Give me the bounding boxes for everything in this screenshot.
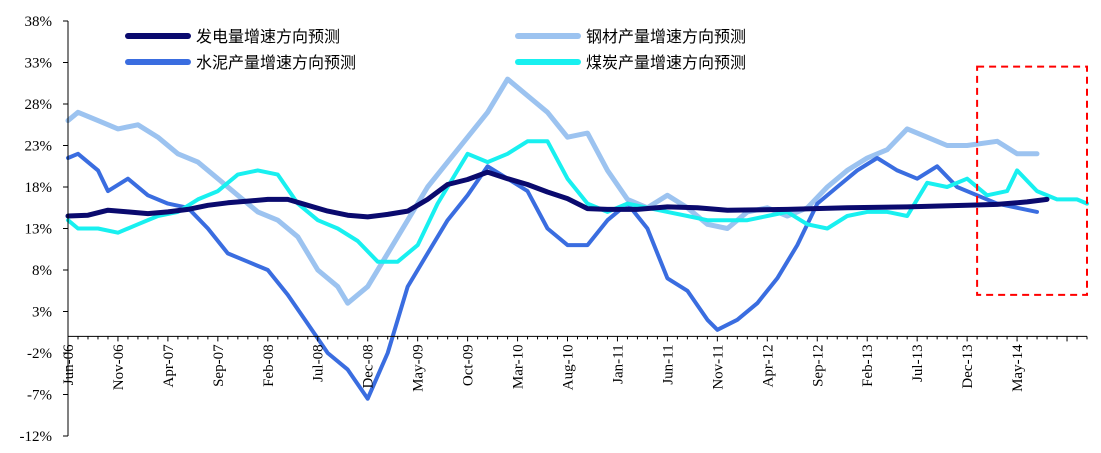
x-tick-label: Jun-11 [660,344,676,384]
y-tick-label: -12% [20,429,53,445]
y-tick-label: 33% [25,56,53,72]
series-line-2 [66,151,1039,401]
x-tick-label: Sep-07 [211,344,227,387]
legend-label: 水泥产量增速方向预测 [196,53,356,72]
y-tick-label: -2% [27,346,52,362]
x-tick-label: May-09 [411,344,427,392]
x-tick-label: Apr-12 [760,344,776,387]
x-tick-label: Sep-12 [810,344,826,387]
x-tick-label: Apr-07 [161,344,177,388]
x-tick-label: Jun-06 [61,344,77,385]
legend-label: 发电量增速方向预测 [196,27,340,46]
y-tick-label: 3% [32,305,52,321]
series-line-0 [65,169,1050,220]
highlight-box [976,65,1089,296]
x-tick-label: Oct-09 [461,344,477,386]
x-tick-label: Mar-10 [511,344,527,389]
legend-label: 钢材产量增速方向预测 [586,27,746,46]
y-tick-label: 38% [25,14,53,30]
y-tick-label: 8% [32,263,52,279]
x-tick-label: Jul-13 [910,344,926,382]
x-tick-label: Jul-08 [311,344,327,382]
y-tick-label: 18% [25,180,53,196]
series-line-1 [65,76,1040,306]
legend-item-0: 发电量增速方向预测 [125,27,340,46]
x-tick-label: Aug-10 [561,344,577,390]
x-tick-label: Feb-08 [261,344,277,387]
series-layer [65,76,1089,401]
y-tick-label: -7% [27,388,52,404]
y-tick-label: 23% [25,139,53,155]
x-tick-label: Dec-13 [960,344,976,388]
legend-item-1: 钢材产量增速方向预测 [515,27,746,46]
x-tick-label: Jan-11 [610,344,626,383]
axis-layer: 38% 33% 28% 23% 18% 13% 8% 3% -2% -7% -12% Jun-06 No… [20,14,1088,445]
y-tick-label: 28% [25,97,53,113]
y-tick-label: 13% [25,222,53,238]
legend-item-3: 煤炭产量增速方向预测 [515,53,746,72]
x-tick-label: Feb-13 [860,344,876,387]
x-tick-label: Nov-11 [710,344,726,389]
highlight-layer [976,65,1089,296]
legend-item-2: 水泥产量增速方向预测 [125,53,356,72]
x-tick-label: Dec-08 [361,344,377,388]
x-tick-label: Nov-06 [111,344,127,390]
x-tick-label: May-14 [1010,344,1026,392]
legend-label: 煤炭产量增速方向预测 [586,53,746,72]
series-line-3 [66,139,1089,264]
